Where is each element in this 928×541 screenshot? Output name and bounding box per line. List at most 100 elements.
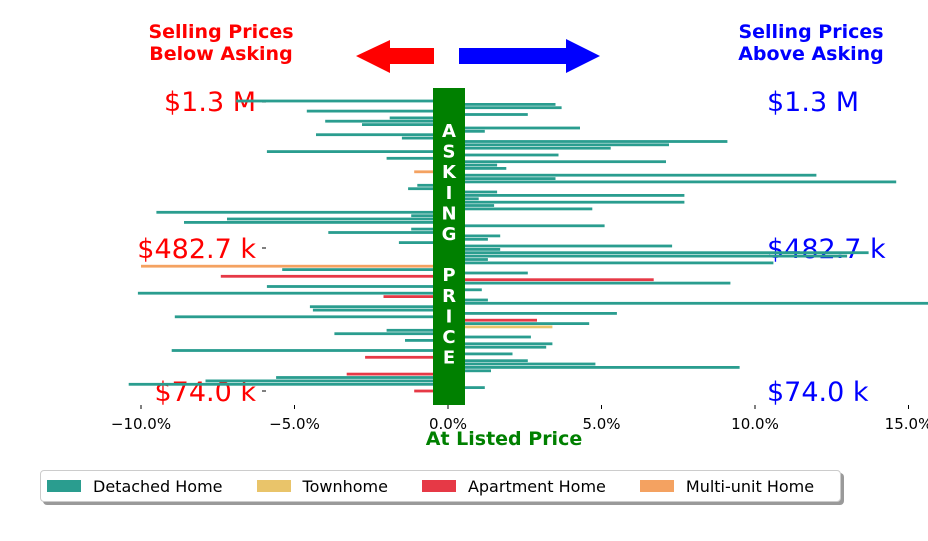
- asking-price-letter: I: [446, 183, 453, 204]
- bar-detached-home: [334, 332, 448, 336]
- bar-detached-home: [448, 204, 495, 207]
- asking-price-letter: E: [443, 348, 455, 369]
- bar-detached-home: [408, 187, 448, 191]
- bar-detached-home: [386, 156, 448, 160]
- x-tick-label: −10.0%: [111, 415, 171, 433]
- legend-swatch-multiunit: [639, 480, 674, 492]
- bar-detached-home: [448, 386, 485, 389]
- x-tick-label: −5.0%: [269, 415, 320, 433]
- bar-detached-home: [448, 312, 617, 315]
- x-tick-label: 10.0%: [731, 415, 779, 433]
- bar-detached-home: [448, 194, 685, 197]
- asking-price-band: [433, 88, 465, 405]
- legend-label-multiunit: Multi-unit Home: [685, 476, 815, 496]
- right-price-label-bottom: $74.0 k: [767, 377, 869, 408]
- bar-detached-home: [184, 221, 448, 224]
- bar-detached-home: [236, 99, 448, 103]
- bar-detached-home: [448, 146, 611, 150]
- bar-detached-home: [448, 207, 593, 211]
- legend-item-multiunit: Multi-unit Home: [634, 477, 814, 496]
- below-asking-title-line2: Below Asking: [149, 43, 292, 65]
- bar-detached-home: [448, 362, 596, 366]
- legend-label-apartment: Apartment Home: [467, 476, 606, 496]
- bar-detached-home: [448, 177, 556, 180]
- bar-detached-home: [448, 301, 928, 305]
- bar-detached-home: [448, 244, 673, 248]
- bar-detached-home: [312, 308, 448, 312]
- bar-detached-home: [448, 352, 513, 356]
- bar-detached-home: [156, 210, 448, 214]
- bar-detached-home: [448, 369, 491, 373]
- bar-detached-home: [171, 349, 448, 352]
- bar-detached-home: [448, 271, 528, 275]
- bar-detached-home: [282, 268, 448, 271]
- bar-detached-home: [174, 315, 449, 319]
- bar-apartment-home: [365, 355, 448, 359]
- bar-detached-home: [448, 261, 774, 265]
- bar-multi-unit-home: [141, 264, 448, 268]
- bar-apartment-home: [448, 318, 537, 322]
- bar-apartment-home: [346, 372, 448, 376]
- bar-detached-home: [362, 123, 448, 126]
- bar-detached-home: [448, 366, 740, 369]
- bar-detached-home: [266, 285, 448, 288]
- left-arrow-icon: [356, 40, 434, 73]
- bar-detached-home: [448, 234, 501, 238]
- bar-detached-home: [266, 150, 448, 153]
- bar-detached-home: [306, 109, 448, 113]
- bar-detached-home: [448, 190, 498, 194]
- bar-detached-home: [448, 298, 488, 302]
- legend-label-detached: Detached Home: [93, 476, 223, 496]
- asking-price-letter: S: [443, 142, 456, 163]
- bar-detached-home: [448, 237, 488, 241]
- legend-item-apartment: Apartment Home: [416, 477, 606, 496]
- asking-price-letter: R: [442, 286, 456, 307]
- bar-detached-home: [398, 241, 448, 244]
- bar-detached-home: [401, 136, 448, 140]
- bar-detached-home: [137, 291, 448, 295]
- right-price-label-top: $1.3 M: [767, 87, 859, 118]
- bar-multi-unit-home: [414, 170, 448, 174]
- bar-detached-home: [448, 163, 498, 167]
- bar-townhome: [448, 325, 553, 329]
- bar-detached-home: [128, 382, 448, 386]
- right-arrow-icon: [459, 39, 600, 73]
- left-price-label-top: $1.3 M: [164, 87, 256, 118]
- bar-detached-home: [328, 231, 448, 234]
- bar-detached-home: [325, 119, 448, 123]
- x-tick-label: 0.0%: [429, 415, 467, 433]
- bar-detached-home: [448, 153, 559, 157]
- x-tick-label: 15.0%: [885, 415, 928, 433]
- asking-price-letter: K: [442, 162, 457, 183]
- legend-label-townhome: Townhome: [302, 476, 388, 496]
- x-tick-label: 5.0%: [582, 415, 620, 433]
- legend-swatch-townhome: [256, 480, 291, 492]
- bar-apartment-home: [383, 295, 448, 298]
- bar-detached-home: [448, 359, 528, 363]
- bar-detached-home: [448, 200, 685, 204]
- asking-price-letter: C: [442, 327, 455, 348]
- legend-item-townhome: Townhome: [251, 477, 388, 496]
- bar-detached-home: [448, 345, 547, 349]
- bar-detached-home: [448, 106, 562, 110]
- bar-detached-home: [448, 251, 869, 255]
- bar-detached-home: [448, 113, 528, 116]
- x-axis-label: At Listed Price: [426, 428, 582, 450]
- bar-apartment-home: [220, 274, 448, 278]
- bar-detached-home: [448, 129, 485, 133]
- bar-detached-home: [448, 322, 590, 325]
- asking-price-letter: A: [442, 121, 456, 142]
- bar-detached-home: [417, 183, 448, 187]
- legend-swatch-detached: [47, 480, 81, 492]
- asking-price-letter: I: [446, 306, 453, 327]
- above-asking-title-line1: Selling Prices: [738, 21, 883, 43]
- above-asking-title-line2: Above Asking: [738, 43, 884, 65]
- bar-detached-home: [448, 248, 501, 251]
- bar-detached-home: [448, 140, 728, 143]
- asking-price-letter: N: [441, 203, 456, 224]
- bar-detached-home: [448, 160, 666, 164]
- bar-detached-home: [205, 379, 448, 383]
- right-price-label-mid: $482.7 k: [767, 234, 886, 265]
- bar-detached-home: [448, 281, 731, 285]
- below-asking-title-line1: Selling Prices: [148, 21, 293, 43]
